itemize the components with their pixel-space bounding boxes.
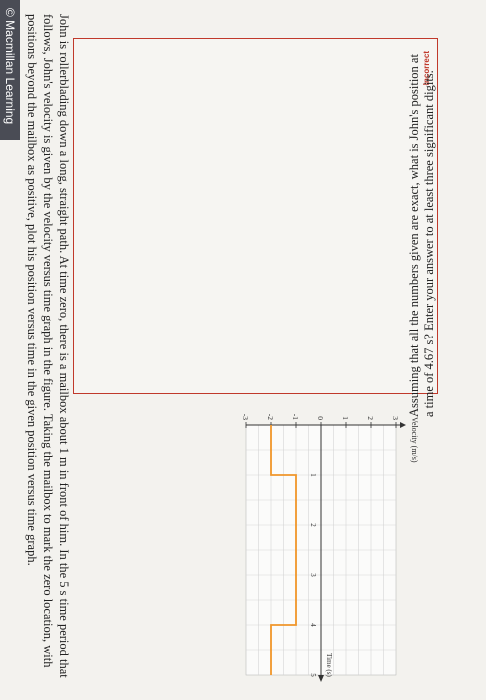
x-tick-label: 2 (309, 523, 317, 527)
y-tick-label: -1 (291, 414, 300, 420)
y-axis-arrow-icon (400, 422, 406, 428)
brand-label: © Macmillan Learning (3, 8, 17, 125)
problem-text: John is rollerblading down a long, strai… (25, 14, 71, 678)
question-text: Assuming that all the numbers given are … (407, 54, 436, 417)
y-tick-label: -3 (241, 414, 250, 420)
x-axis-label: Time (s) (325, 653, 333, 677)
y-tick-label: 1 (341, 416, 350, 420)
x-axis-arrow-icon (318, 675, 324, 682)
x-tick-label: 1 (309, 473, 317, 477)
velocity-series-line (270, 425, 297, 675)
answer-panel: Incorrect Assuming that all the numbers … (73, 38, 438, 417)
x-tick-label: 3 (309, 573, 317, 577)
y-tick-label: 0 (316, 416, 325, 420)
x-tick-label: 4 (309, 623, 317, 627)
velocity-graph: 3 2 1 0 -1 -2 -3 1 2 3 4 5 Velocity (m/s) Time (s) (241, 414, 419, 682)
y-tick-label: 3 (391, 416, 400, 420)
y-axis-label: Velocity (m/s) (410, 417, 419, 463)
macmillan-brand-bar: © Macmillan Learning (0, 0, 20, 140)
problem-statement: John is rollerblading down a long, strai… (24, 14, 72, 684)
y-tick-label: -2 (266, 414, 275, 420)
y-tick-label: 2 (366, 416, 375, 420)
x-tick-label: 5 (309, 673, 317, 677)
